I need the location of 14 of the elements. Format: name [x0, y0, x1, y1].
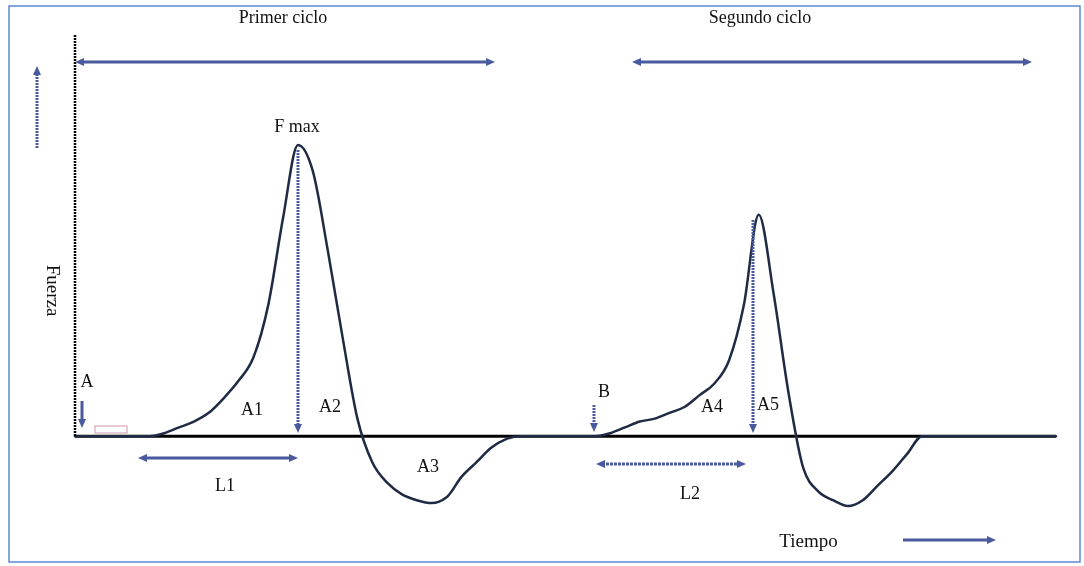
annotation: B: [597, 381, 611, 401]
annotation: L1: [215, 475, 235, 495]
y-axis-title: Fuerza: [42, 264, 64, 317]
text: Segundo ciclo: [708, 7, 812, 27]
annotation: A2: [319, 396, 341, 416]
text: F max: [274, 116, 320, 136]
text: Primer ciclo: [238, 7, 328, 27]
annotation: L2: [680, 483, 700, 503]
annotation: A: [80, 371, 94, 391]
annotation: A4: [701, 396, 723, 416]
annotation: A1: [241, 399, 263, 419]
annotation: A3: [417, 456, 439, 476]
annotation: A5: [757, 394, 779, 414]
x-axis-title: Tiempo: [779, 529, 838, 551]
